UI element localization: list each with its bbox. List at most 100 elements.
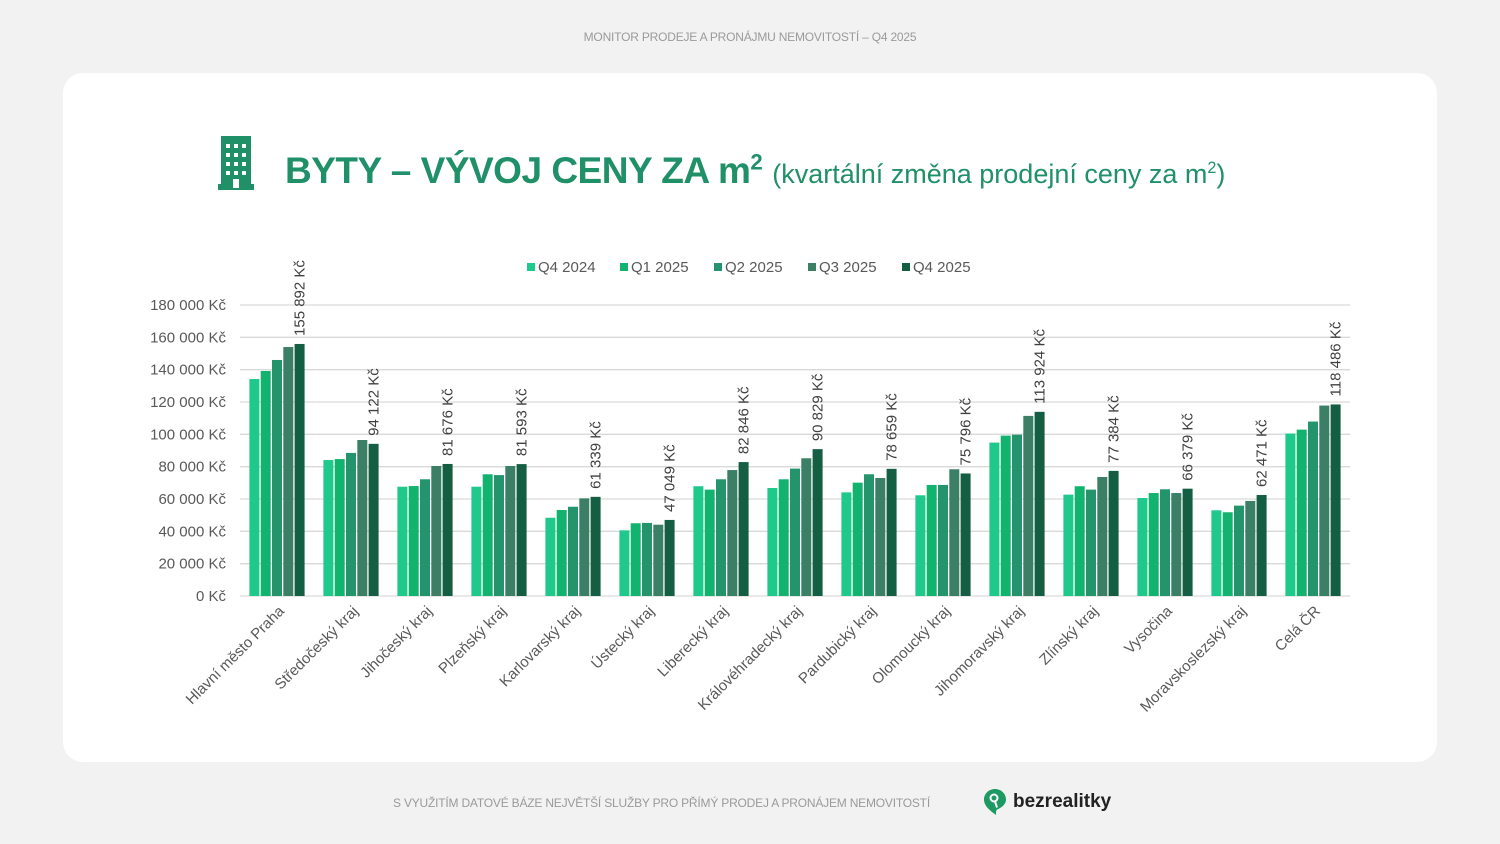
bar xyxy=(260,370,271,596)
bar xyxy=(283,347,294,596)
report-header: MONITOR PRODEJE A PRONÁJMU NEMOVITOSTÍ –… xyxy=(583,30,917,44)
bar xyxy=(1308,421,1318,596)
legend-swatch xyxy=(902,263,910,271)
bar xyxy=(1234,505,1244,596)
bar xyxy=(545,517,556,596)
y-tick-label: 160 000 Kč xyxy=(150,329,226,346)
bar xyxy=(1034,411,1045,596)
bar xyxy=(875,477,886,596)
x-tick-label: Celá ČR xyxy=(1272,603,1324,655)
bar xyxy=(334,459,345,596)
x-tick-label: Ústecký kraj xyxy=(588,603,658,673)
page-title: BYTY – VÝVOJ CENY ZA m2 (kvartální změna … xyxy=(285,150,1225,192)
bar xyxy=(1086,489,1096,596)
bar xyxy=(1063,494,1074,596)
data-label: 90 829 Kč xyxy=(810,373,827,441)
x-tick-label: Plzeňský kraj xyxy=(435,603,510,678)
bar xyxy=(664,519,675,596)
legend-label: Q3 2025 xyxy=(819,259,877,276)
bar xyxy=(556,509,567,596)
bar xyxy=(778,479,789,596)
bar xyxy=(294,343,305,596)
bar xyxy=(852,482,863,596)
data-label: 75 796 Kč xyxy=(958,397,975,465)
bar xyxy=(653,524,664,596)
bar xyxy=(1245,500,1256,596)
bar xyxy=(812,449,823,596)
bar xyxy=(579,498,590,596)
bar xyxy=(790,468,800,596)
title-main: BYTY – VÝVOJ CENY ZA m2 xyxy=(285,149,763,191)
bar xyxy=(960,473,971,596)
x-tick-label: Jihočeský kraj xyxy=(357,603,436,682)
legend-label: Q2 2025 xyxy=(725,259,783,276)
bar xyxy=(801,458,812,596)
data-label: 81 593 Kč xyxy=(514,388,531,456)
x-tick-label: Vysočina xyxy=(1121,602,1176,657)
title-sub-end: ) xyxy=(1216,159,1226,189)
bar xyxy=(841,492,852,596)
bar xyxy=(630,523,641,596)
brand-logo: bezrealitky xyxy=(983,788,1111,816)
bar xyxy=(272,359,282,596)
data-label: 82 846 Kč xyxy=(736,386,753,454)
title-main-text: BYTY – VÝVOJ CENY ZA m xyxy=(285,150,751,191)
bar xyxy=(368,443,379,596)
data-label: 66 379 Kč xyxy=(1180,413,1197,481)
bar xyxy=(431,466,442,596)
y-tick-label: 20 000 Kč xyxy=(158,556,226,573)
bar xyxy=(767,488,778,596)
bar xyxy=(420,479,430,596)
bar xyxy=(1222,512,1233,596)
bar xyxy=(442,463,453,596)
bar xyxy=(1285,433,1296,596)
data-label: 113 924 Kč xyxy=(1032,329,1049,404)
bar xyxy=(886,468,897,596)
y-tick-label: 80 000 Kč xyxy=(158,459,226,476)
bar xyxy=(1171,493,1182,596)
data-label: 81 676 Kč xyxy=(440,388,457,456)
data-label: 77 384 Kč xyxy=(1106,395,1123,463)
footer-text: S VYUŽITÍM DATOVÉ BÁZE NEJVĚTŠÍ SLUŽBY P… xyxy=(393,796,930,810)
bar xyxy=(949,469,960,596)
title-sub-sup: 2 xyxy=(1207,159,1217,177)
bar xyxy=(1074,486,1085,596)
bar xyxy=(938,484,948,596)
bar xyxy=(926,484,937,596)
bar xyxy=(1211,510,1222,596)
y-tick-label: 180 000 Kč xyxy=(150,297,226,314)
bar xyxy=(642,522,652,596)
bar xyxy=(1012,434,1022,596)
title-sub: (kvartální změna prodejní ceny za m2) xyxy=(772,159,1225,189)
y-tick-label: 0 Kč xyxy=(196,588,227,605)
legend-label: Q4 2025 xyxy=(913,259,971,276)
bar xyxy=(915,495,926,596)
map-pin-key-icon xyxy=(984,789,1006,815)
bar xyxy=(494,475,504,596)
x-tick-label: Zlínský kraj xyxy=(1036,603,1102,669)
data-label: 94 122 Kč xyxy=(366,368,383,436)
x-tick-label: Pardubický kraj xyxy=(795,603,880,688)
data-label: 62 471 Kč xyxy=(1254,419,1271,487)
building-icon xyxy=(218,136,254,190)
y-tick-label: 100 000 Kč xyxy=(150,426,226,443)
legend-swatch xyxy=(620,263,628,271)
x-tick-label: Karlovarský kraj xyxy=(496,603,583,690)
bar xyxy=(1108,470,1119,596)
x-tick-label: Liberecký kraj xyxy=(654,603,731,680)
bar xyxy=(471,486,482,596)
title-sup: 2 xyxy=(750,149,763,175)
bar xyxy=(1023,415,1034,596)
y-tick-label: 40 000 Kč xyxy=(158,523,226,540)
bar xyxy=(346,452,356,596)
bar xyxy=(357,439,368,596)
data-label: 155 892 Kč xyxy=(292,260,309,336)
data-label: 118 486 Kč xyxy=(1328,321,1345,396)
x-tick-label: Olomoucký kraj xyxy=(869,603,954,688)
title-sub-text: (kvartální změna prodejní ceny za m xyxy=(772,159,1208,189)
y-tick-label: 120 000 Kč xyxy=(150,394,226,411)
bar xyxy=(568,506,578,596)
bar xyxy=(1148,493,1159,596)
y-tick-label: 140 000 Kč xyxy=(150,362,226,379)
bar xyxy=(590,496,601,596)
